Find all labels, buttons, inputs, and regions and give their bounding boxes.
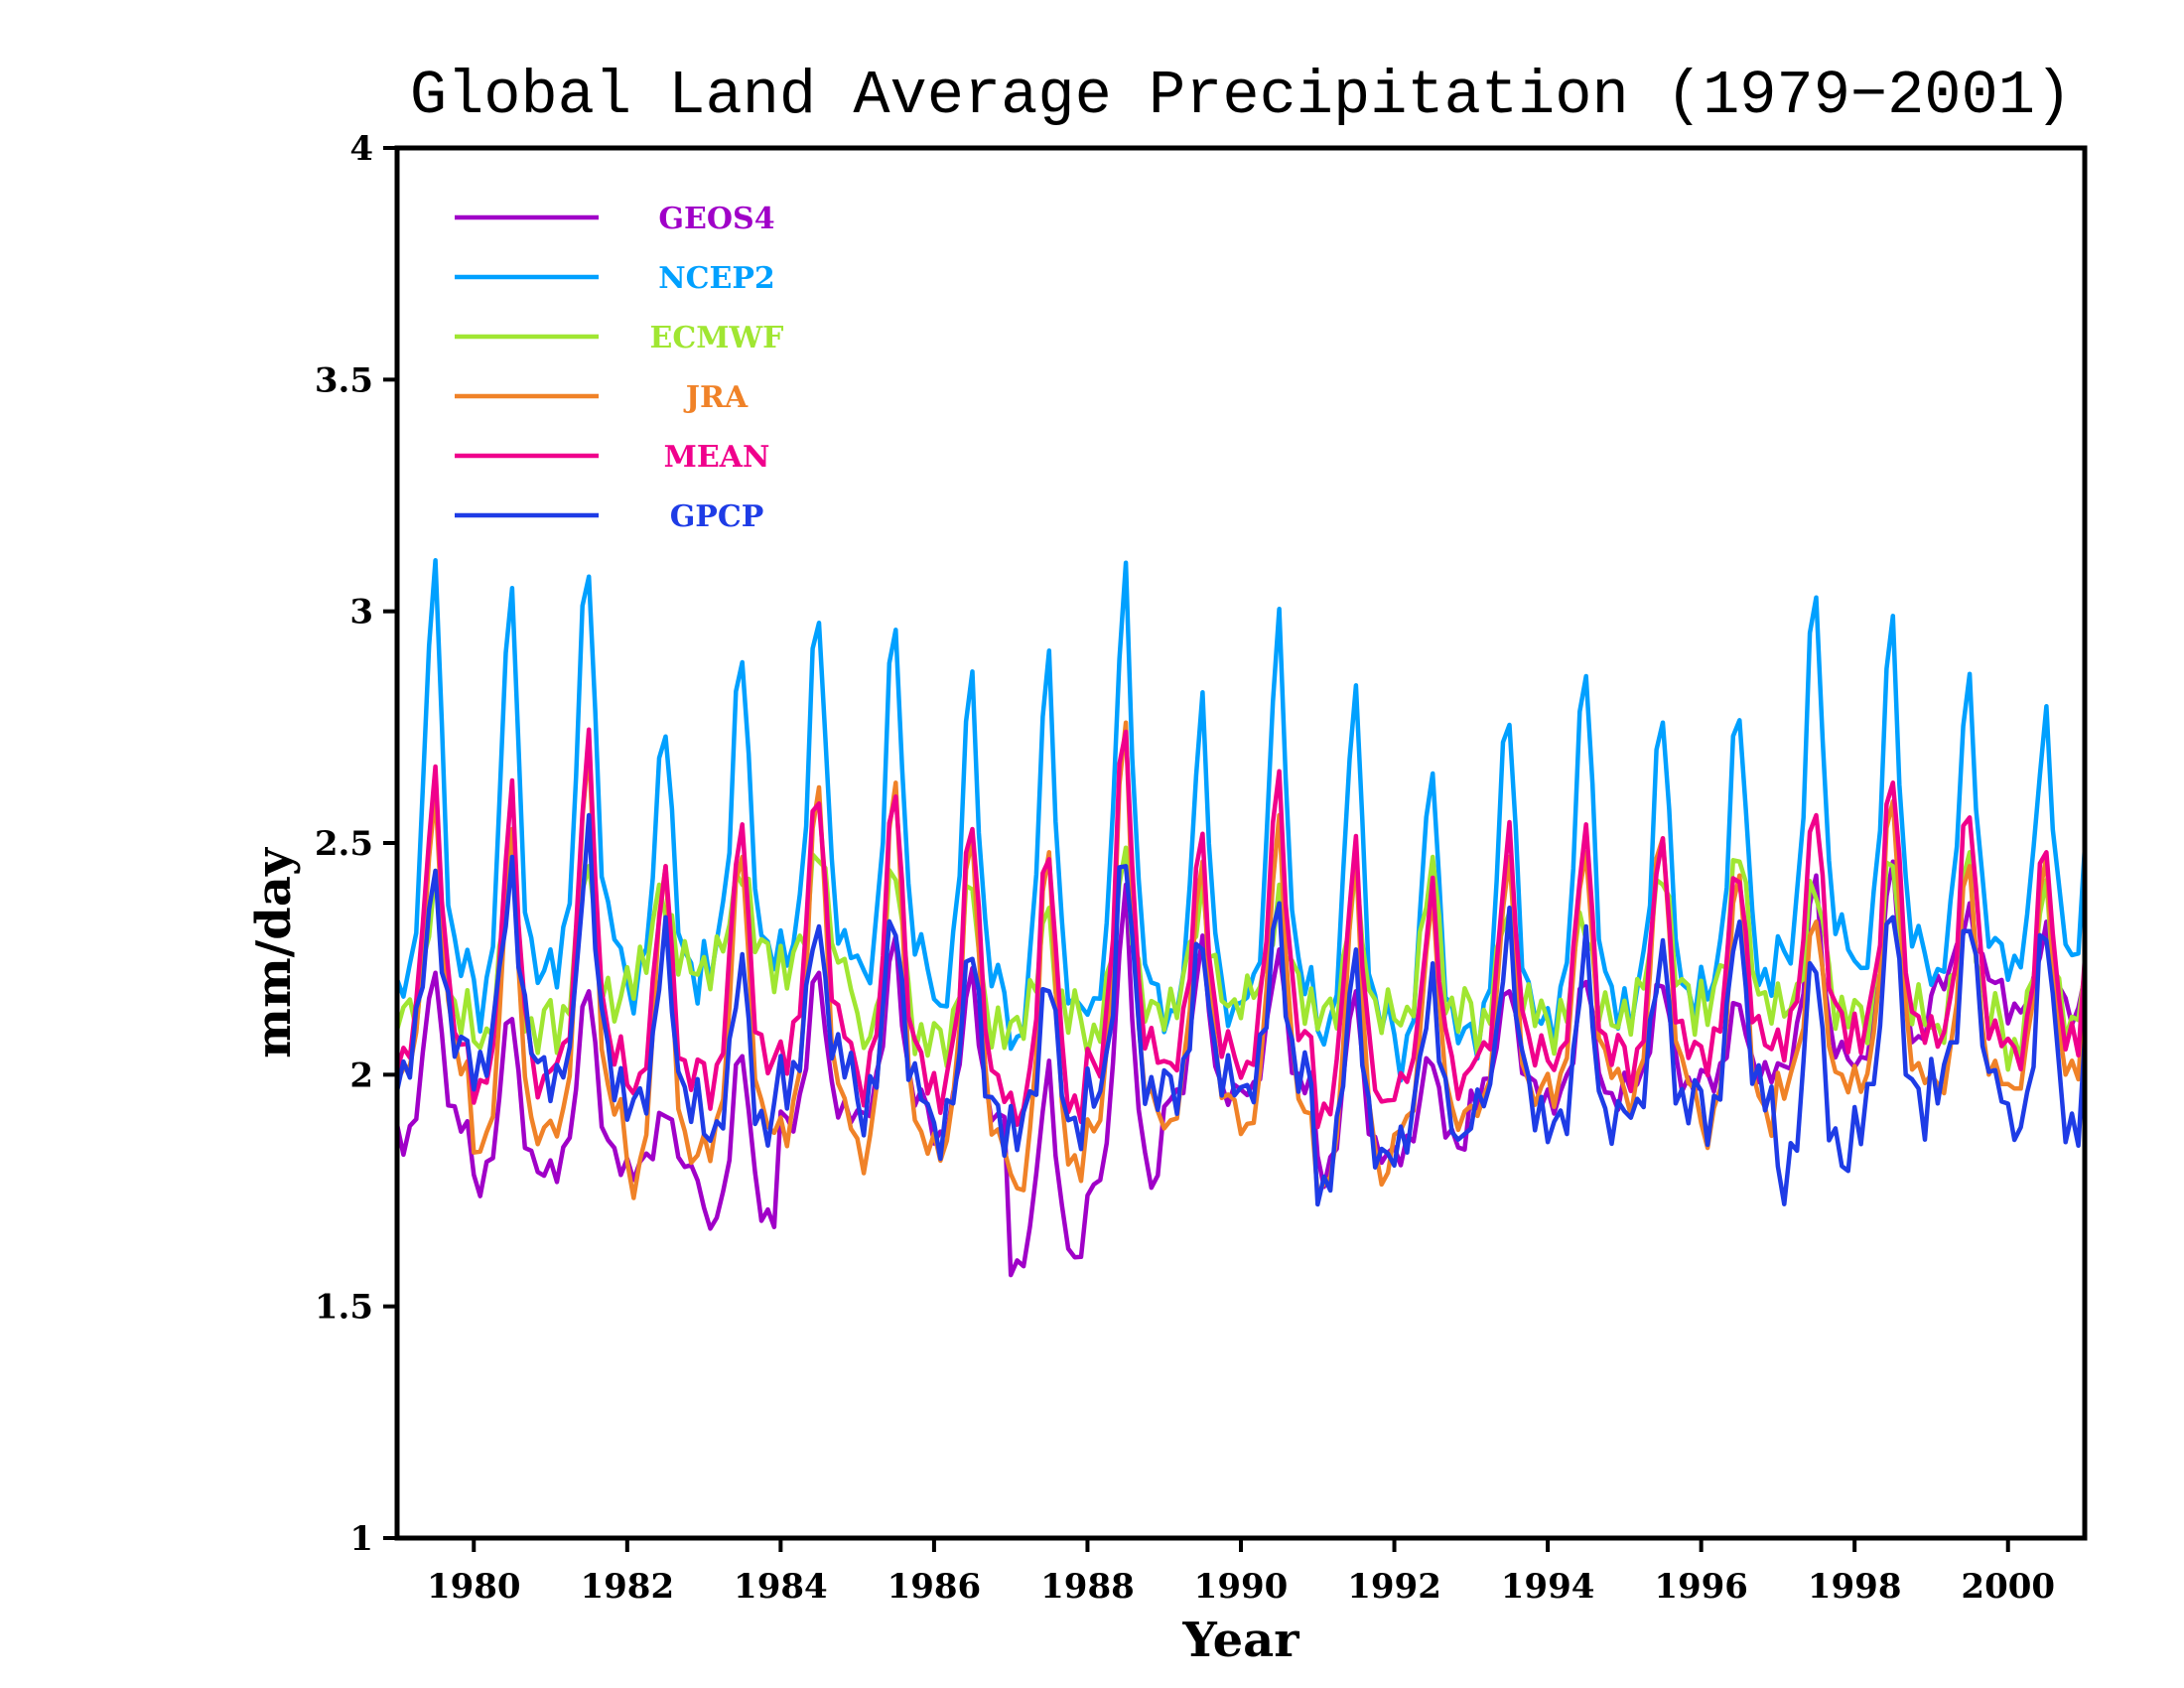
y-tick-label: 1 xyxy=(349,1519,373,1559)
legend-label: NCEP2 xyxy=(658,261,775,296)
x-tick-label: 1986 xyxy=(887,1567,982,1607)
legend-label: JRA xyxy=(683,380,749,415)
x-axis-label: Year xyxy=(1181,1613,1299,1668)
y-tick-label: 3.5 xyxy=(315,360,373,400)
y-tick-label: 1.5 xyxy=(315,1288,373,1328)
chart-title: Global Land Average Precipitation (1979−… xyxy=(410,61,2072,131)
legend-item-gpcp: GPCP xyxy=(455,499,763,534)
legend-label: MEAN xyxy=(664,440,770,475)
legend-label: ECMWF xyxy=(650,321,784,355)
series-line-gpcp xyxy=(394,812,2088,1207)
legend-label: GPCP xyxy=(670,499,764,534)
y-tick-label: 2 xyxy=(349,1055,373,1095)
series-layer xyxy=(394,558,2088,1278)
x-tick-label: 1984 xyxy=(734,1567,828,1607)
x-axis: 1980 1982 1984 1986 1988 1990 1992 1994 1996 1998… xyxy=(427,1538,2055,1607)
x-tick-label: 1996 xyxy=(1654,1567,1748,1607)
legend-item-ecmwf: ECMWF xyxy=(455,321,783,355)
legend-label: GEOS4 xyxy=(658,202,774,236)
series-line-ncep2 xyxy=(394,558,2088,1083)
x-tick-label: 1988 xyxy=(1040,1567,1135,1607)
x-tick-label: 1992 xyxy=(1347,1567,1441,1607)
x-tick-label: 1980 xyxy=(427,1567,521,1607)
y-tick-label: 4 xyxy=(349,129,373,169)
x-tick-label: 2000 xyxy=(1961,1567,2055,1607)
y-axis-label: mm/day xyxy=(246,846,302,1058)
legend-item-geos4: GEOS4 xyxy=(455,202,775,236)
plot-frame xyxy=(394,145,2088,1541)
x-tick-label: 1994 xyxy=(1501,1567,1595,1607)
y-tick-label: 2.5 xyxy=(315,824,373,864)
legend: GEOS4 NCEP2 ECMWF JRA MEAN GPCP xyxy=(455,202,783,534)
y-axis: 1 1.5 2 2.5 3 3.5 4 xyxy=(315,129,397,1559)
legend-item-ncep2: NCEP2 xyxy=(455,261,775,296)
series-line-jra xyxy=(395,720,2088,1200)
x-tick-label: 1982 xyxy=(580,1567,674,1607)
x-tick-label: 1998 xyxy=(1808,1567,1902,1607)
legend-item-mean: MEAN xyxy=(455,440,769,475)
legend-item-jra: JRA xyxy=(455,380,749,415)
y-tick-label: 3 xyxy=(349,593,373,633)
x-tick-label: 1990 xyxy=(1194,1567,1289,1607)
series-line-ecmwf xyxy=(394,845,2088,1072)
